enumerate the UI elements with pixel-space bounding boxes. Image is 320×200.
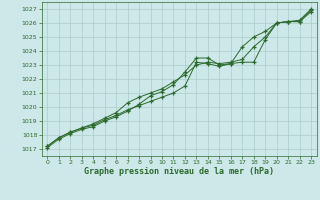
- X-axis label: Graphe pression niveau de la mer (hPa): Graphe pression niveau de la mer (hPa): [84, 167, 274, 176]
